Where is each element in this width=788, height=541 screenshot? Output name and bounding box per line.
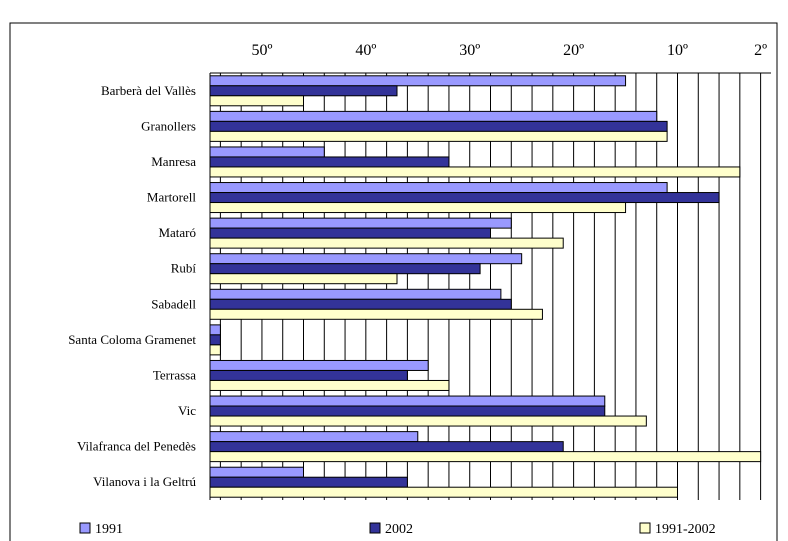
bar-1991-2002-vilafranca-del-pened-s xyxy=(209,451,762,463)
category-label: Rubí xyxy=(171,261,197,276)
legend-swatch-1991-2002 xyxy=(639,522,651,534)
bar-1991-sabadell xyxy=(209,288,502,300)
x-tick-label: 2º xyxy=(754,42,767,59)
x-tick-label: 30º xyxy=(459,42,480,59)
bar-1991-vilanova-i-la-geltr- xyxy=(209,466,304,478)
legend-label-1991-2002: 1991-2002 xyxy=(655,522,716,537)
category-label: Santa Coloma Gramenet xyxy=(68,332,196,347)
bar-1991-2002-rub- xyxy=(209,273,398,285)
category-label: Sabadell xyxy=(151,296,196,311)
legend-label-2002: 2002 xyxy=(385,522,413,537)
bar-2002-martorell xyxy=(209,192,720,204)
x-tick-label: 50º xyxy=(251,42,272,59)
legend-swatch-1991 xyxy=(79,522,91,534)
category-label: Manresa xyxy=(151,154,196,169)
bar-2002-vilanova-i-la-geltr- xyxy=(209,476,408,488)
bar-1991-terrassa xyxy=(209,359,429,371)
bar-2002-granollers xyxy=(209,120,668,132)
bar-2002-terrassa xyxy=(209,369,408,381)
category-label: Mataró xyxy=(158,225,196,240)
category-label: Terrassa xyxy=(153,367,196,382)
category-label: Vilafranca del Penedès xyxy=(77,439,196,454)
category-label: Vilanova i la Geltrú xyxy=(93,474,196,489)
bar-1991-santa-coloma-gramenet xyxy=(209,324,221,336)
category-label: Granollers xyxy=(141,118,196,133)
bar-1991-2002-terrassa xyxy=(209,379,450,391)
category-label: Barberà del Vallès xyxy=(101,83,196,98)
bar-2002-vilafranca-del-pened-s xyxy=(209,441,564,453)
bar-1991-2002-santa-coloma-gramenet xyxy=(209,344,221,356)
legend-swatch-2002 xyxy=(369,522,381,534)
bar-1991-matar- xyxy=(209,217,512,229)
bar-2002-rub- xyxy=(209,263,481,275)
bar-1991-2002-martorell xyxy=(209,202,627,214)
x-tick-label: 40º xyxy=(355,42,376,59)
bar-1991-2002-granollers xyxy=(209,130,668,142)
x-tick-label: 10º xyxy=(667,42,688,59)
bar-1991-martorell xyxy=(209,182,668,194)
bar-1991-vilafranca-del-pened-s xyxy=(209,431,419,443)
bar-1991-barber-del-vall-s xyxy=(209,75,627,87)
category-label: Martorell xyxy=(147,190,196,205)
legend-label-1991: 1991 xyxy=(95,522,123,537)
bar-1991-manresa xyxy=(209,146,325,158)
bar-1991-granollers xyxy=(209,110,658,122)
bar-2002-sabadell xyxy=(209,298,512,310)
bar-1991-2002-sabadell xyxy=(209,308,543,320)
bar-1991-2002-barber-del-vall-s xyxy=(209,95,304,107)
bar-2002-matar- xyxy=(209,227,491,239)
bar-1991-vic xyxy=(209,395,606,407)
bar-1991-2002-manresa xyxy=(209,166,741,178)
x-tick-label: 20º xyxy=(563,42,584,59)
bar-2002-manresa xyxy=(209,156,450,168)
bar-2002-santa-coloma-gramenet xyxy=(209,334,221,346)
bar-2002-vic xyxy=(209,405,606,417)
bar-2002-barber-del-vall-s xyxy=(209,85,398,97)
bar-1991-2002-vic xyxy=(209,415,647,427)
category-label: Vic xyxy=(178,403,196,418)
bar-1991-2002-vilanova-i-la-geltr- xyxy=(209,486,678,498)
bar-1991-2002-matar- xyxy=(209,237,564,249)
bar-1991-rub- xyxy=(209,253,523,265)
